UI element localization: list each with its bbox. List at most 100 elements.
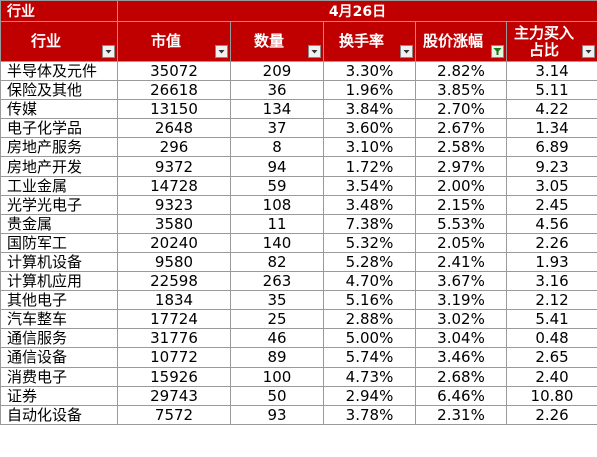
filter-dropdown-icon[interactable]: [215, 45, 228, 58]
cell-count[interactable]: 89: [230, 347, 324, 368]
cell-market-cap[interactable]: 15926: [117, 366, 231, 387]
cell-industry[interactable]: 保险及其他: [0, 80, 118, 101]
column-header-main-buy-ratio[interactable]: 主力买入占比: [505, 21, 597, 62]
filter-dropdown-icon[interactable]: [102, 45, 115, 58]
cell-price-change[interactable]: 2.05%: [415, 232, 507, 253]
cell-count[interactable]: 11: [230, 213, 324, 234]
cell-industry[interactable]: 电子化学品: [0, 118, 118, 139]
cell-turnover-rate[interactable]: 3.78%: [323, 404, 416, 425]
cell-price-change[interactable]: 3.02%: [415, 309, 507, 330]
cell-turnover-rate[interactable]: 5.74%: [323, 347, 416, 368]
cell-count[interactable]: 8: [230, 137, 324, 158]
cell-turnover-rate[interactable]: 7.38%: [323, 213, 416, 234]
column-header-price-change[interactable]: 股价涨幅: [415, 21, 507, 62]
cell-main-buy-ratio[interactable]: 2.12: [505, 290, 597, 311]
cell-industry[interactable]: 半导体及元件: [0, 60, 118, 82]
cell-count[interactable]: 93: [230, 404, 324, 425]
cell-industry[interactable]: 证券: [0, 385, 118, 406]
cell-count[interactable]: 108: [230, 194, 324, 215]
cell-market-cap[interactable]: 14728: [117, 175, 231, 196]
cell-turnover-rate[interactable]: 3.30%: [323, 60, 416, 82]
cell-industry[interactable]: 贵金属: [0, 213, 118, 234]
cell-industry[interactable]: 通信设备: [0, 347, 118, 368]
cell-turnover-rate[interactable]: 2.94%: [323, 385, 416, 406]
cell-turnover-rate[interactable]: 5.00%: [323, 328, 416, 349]
cell-turnover-rate[interactable]: 5.32%: [323, 232, 416, 253]
cell-market-cap[interactable]: 31776: [117, 328, 231, 349]
cell-main-buy-ratio[interactable]: 0.48: [505, 328, 597, 349]
cell-price-change[interactable]: 3.85%: [415, 80, 507, 101]
cell-industry[interactable]: 其他电子: [0, 290, 118, 311]
cell-count[interactable]: 36: [230, 80, 324, 101]
cell-turnover-rate[interactable]: 4.70%: [323, 271, 416, 292]
cell-industry[interactable]: 传媒: [0, 99, 118, 120]
date-header-cell[interactable]: 4月26日: [116, 0, 597, 22]
cell-market-cap[interactable]: 13150: [117, 99, 231, 120]
cell-main-buy-ratio[interactable]: 3.05: [505, 175, 597, 196]
cell-turnover-rate[interactable]: 2.88%: [323, 309, 416, 330]
cell-price-change[interactable]: 2.82%: [415, 60, 507, 82]
cell-industry[interactable]: 计算机应用: [0, 271, 118, 292]
cell-count[interactable]: 263: [230, 271, 324, 292]
cell-market-cap[interactable]: 9323: [117, 194, 231, 215]
cell-industry[interactable]: 国防军工: [0, 232, 118, 253]
cell-market-cap[interactable]: 1834: [117, 290, 231, 311]
cell-price-change[interactable]: 2.67%: [415, 118, 507, 139]
cell-main-buy-ratio[interactable]: 2.40: [505, 366, 597, 387]
cell-price-change[interactable]: 3.04%: [415, 328, 507, 349]
cell-count[interactable]: 140: [230, 232, 324, 253]
cell-price-change[interactable]: 2.00%: [415, 175, 507, 196]
industry-top-cell[interactable]: 行业: [0, 0, 118, 22]
cell-market-cap[interactable]: 26618: [117, 80, 231, 101]
column-header-market-cap[interactable]: 市值: [117, 21, 231, 62]
cell-price-change[interactable]: 2.31%: [415, 404, 507, 425]
cell-count[interactable]: 46: [230, 328, 324, 349]
cell-price-change[interactable]: 3.67%: [415, 271, 507, 292]
cell-price-change[interactable]: 6.46%: [415, 385, 507, 406]
cell-turnover-rate[interactable]: 5.28%: [323, 251, 416, 273]
cell-price-change[interactable]: 3.19%: [415, 290, 507, 311]
cell-industry[interactable]: 房地产开发: [0, 156, 118, 177]
cell-main-buy-ratio[interactable]: 3.14: [505, 60, 597, 82]
cell-turnover-rate[interactable]: 3.60%: [323, 118, 416, 139]
cell-industry[interactable]: 光学光电子: [0, 194, 118, 215]
cell-turnover-rate[interactable]: 1.96%: [323, 80, 416, 101]
cell-turnover-rate[interactable]: 3.84%: [323, 99, 416, 120]
filter-dropdown-icon[interactable]: [582, 45, 596, 58]
cell-main-buy-ratio[interactable]: 1.34: [505, 118, 597, 139]
cell-market-cap[interactable]: 17724: [117, 309, 231, 330]
cell-main-buy-ratio[interactable]: 10.80: [505, 385, 597, 406]
cell-market-cap[interactable]: 20240: [117, 232, 231, 253]
cell-market-cap[interactable]: 296: [117, 137, 231, 158]
cell-count[interactable]: 59: [230, 175, 324, 196]
cell-main-buy-ratio[interactable]: 3.16: [505, 271, 597, 292]
cell-main-buy-ratio[interactable]: 5.41: [505, 309, 597, 330]
cell-count[interactable]: 134: [230, 99, 324, 120]
cell-main-buy-ratio[interactable]: 2.26: [505, 232, 597, 253]
cell-turnover-rate[interactable]: 4.73%: [323, 366, 416, 387]
cell-market-cap[interactable]: 9372: [117, 156, 231, 177]
cell-market-cap[interactable]: 22598: [117, 271, 231, 292]
cell-count[interactable]: 50: [230, 385, 324, 406]
column-header-industry[interactable]: 行业: [0, 21, 118, 62]
cell-industry[interactable]: 通信服务: [0, 328, 118, 349]
cell-price-change[interactable]: 2.15%: [415, 194, 507, 215]
cell-count[interactable]: 209: [230, 60, 324, 82]
column-header-turnover-rate[interactable]: 换手率: [323, 21, 416, 62]
cell-price-change[interactable]: 3.46%: [415, 347, 507, 368]
cell-count[interactable]: 37: [230, 118, 324, 139]
cell-industry[interactable]: 自动化设备: [0, 404, 118, 425]
cell-industry[interactable]: 汽车整车: [0, 309, 118, 330]
cell-turnover-rate[interactable]: 3.54%: [323, 175, 416, 196]
cell-market-cap[interactable]: 29743: [117, 385, 231, 406]
cell-main-buy-ratio[interactable]: 4.22: [505, 99, 597, 120]
cell-industry[interactable]: 计算机设备: [0, 251, 118, 273]
column-header-count[interactable]: 数量: [230, 21, 324, 62]
cell-main-buy-ratio[interactable]: 6.89: [505, 137, 597, 158]
cell-price-change[interactable]: 5.53%: [415, 213, 507, 234]
filter-dropdown-icon[interactable]: [400, 45, 413, 58]
cell-industry[interactable]: 消费电子: [0, 366, 118, 387]
cell-turnover-rate[interactable]: 3.10%: [323, 137, 416, 158]
cell-market-cap[interactable]: 3580: [117, 213, 231, 234]
filter-dropdown-icon[interactable]: [308, 45, 321, 58]
